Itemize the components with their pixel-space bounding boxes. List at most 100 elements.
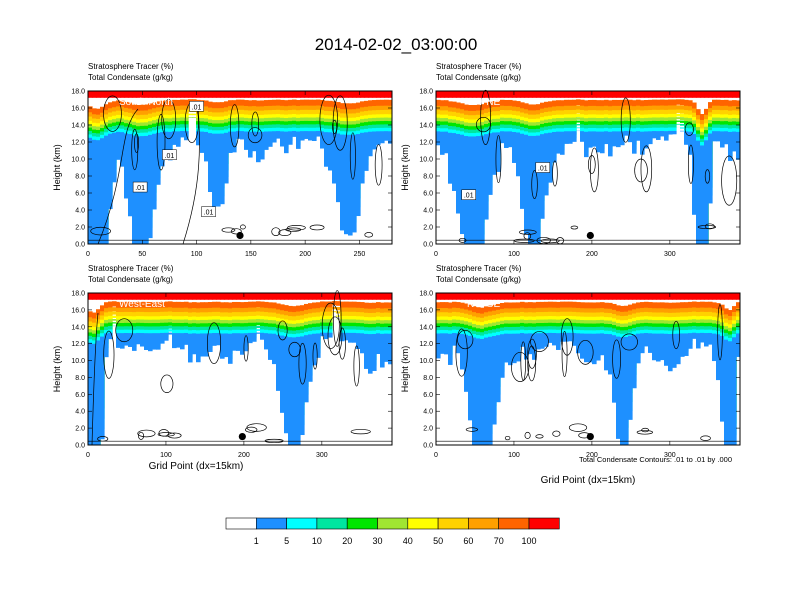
contour-cell: [353, 345, 360, 387]
contour-cell: [245, 426, 258, 433]
contour-cell: [230, 228, 242, 235]
panel-sw-ne: .01 .01 SW-NE Stratosphere Tracer (%) Total …: [400, 62, 741, 258]
x-tick-label: 200: [586, 251, 598, 258]
contour-cell: [697, 225, 717, 229]
x-tick-label: 0: [86, 452, 90, 459]
contour-cell: [590, 147, 599, 193]
contour-cell: [221, 227, 236, 233]
y-tick-label: 12.0: [71, 341, 85, 348]
contour-cell: [455, 328, 468, 377]
y-tick-label: 6.0: [423, 392, 433, 399]
contour-label: .01: [461, 189, 476, 200]
plot-frame: [87, 90, 393, 245]
contour-cell: [457, 329, 474, 350]
field-label-condensate: Total Condensate (g/kg): [88, 275, 173, 284]
contour-label-box: [461, 189, 476, 200]
plot-frame: [435, 90, 741, 245]
y-tick-label: 16.0: [419, 307, 433, 314]
colorbar-swatch: [468, 517, 499, 530]
contour-cell: [684, 122, 694, 136]
contour-cell: [475, 116, 491, 133]
contour-cell: [518, 229, 537, 235]
contour-label: .01: [189, 101, 204, 112]
field-label-tracer: Stratosphere Tracer (%): [436, 62, 522, 71]
contour-cell: [620, 97, 631, 143]
contour-label: .01: [162, 149, 177, 160]
contour-cell: [535, 434, 544, 439]
x-tick-label: 300: [316, 452, 328, 459]
colorbar-label: 1: [254, 536, 259, 546]
panel-label: South-North: [119, 97, 173, 108]
contour-cell: [332, 119, 338, 134]
contour-cell: [364, 232, 374, 238]
field-label-tracer: Stratosphere Tracer (%): [88, 62, 174, 71]
colorbar-label: 100: [521, 536, 536, 546]
panels: .01 .01 .01 .01 South-North Stratosphere Trac…: [52, 62, 741, 459]
contour-cell: [687, 144, 694, 184]
contour-cell: [640, 145, 653, 193]
contour-cell: [620, 333, 638, 351]
y-tick-label: 2.0: [75, 426, 85, 433]
y-tick-label: 2.0: [423, 426, 433, 433]
y-tick-label: 4.0: [75, 409, 85, 416]
contour-cell: [131, 128, 139, 171]
contour-line: [91, 312, 99, 446]
contour-cell: [552, 430, 561, 437]
contour-cell: [338, 327, 346, 360]
contour-cell: [568, 423, 588, 432]
contour-label-text: .01: [538, 166, 548, 173]
x-axis-title-left: Grid Point (dx=15km): [149, 461, 244, 472]
contour-cell: [530, 331, 549, 352]
contour-cell: [540, 238, 560, 244]
contour-cell: [137, 429, 156, 438]
contour-cell: [157, 432, 175, 437]
contour-cell: [570, 225, 579, 230]
colorbar-swatch: [377, 517, 409, 530]
contour-cell: [641, 427, 650, 433]
y-tick-label: 6.0: [75, 191, 85, 198]
contour-cell: [312, 342, 318, 370]
field-label-tracer: Stratosphere Tracer (%): [436, 264, 522, 273]
y-tick-label: 4.0: [75, 208, 85, 215]
contour-cell: [672, 320, 680, 350]
contour-label-text: .01: [135, 185, 145, 192]
contour-line: [97, 108, 139, 245]
x-tick-label: 100: [508, 452, 520, 459]
contour-label-text: .01: [464, 193, 474, 200]
contour-cell: [271, 227, 281, 236]
condensate-contours: [88, 94, 392, 245]
y-tick-label: 18.0: [419, 291, 433, 298]
contour-cell: [704, 169, 711, 184]
contour-cell: [527, 338, 537, 369]
contour-cell: [309, 224, 325, 231]
y-tick-label: 6.0: [75, 392, 85, 399]
colorbar-swatch: [346, 517, 378, 530]
contour-cell: [504, 435, 511, 441]
y-tick-label: 14.0: [71, 123, 85, 130]
contour-cell: [134, 133, 140, 153]
contour-cell: [577, 339, 594, 365]
x-tick-label: 0: [86, 251, 90, 258]
panel-west-east: West-East Stratosphere Tracer (%) Total Co…: [52, 264, 393, 459]
colorbar-label: 5: [284, 536, 289, 546]
contour-cell: [350, 429, 371, 435]
figure-title: 2014-02-02_03:00:00: [315, 35, 478, 54]
contour-cell: [511, 351, 530, 382]
contour-cell: [277, 320, 288, 341]
contour-cell: [251, 111, 260, 137]
y-axis-title: Height (km): [52, 346, 62, 393]
panel-label: NW-SE: [467, 299, 500, 310]
x-tick-label: 300: [664, 452, 676, 459]
y-tick-label: 4.0: [423, 409, 433, 416]
contour-cell: [288, 341, 301, 358]
contour-cell: [229, 104, 240, 148]
field-label-condensate: Total Condensate (g/kg): [436, 73, 521, 82]
x-axis-title-right: Grid Point (dx=15km): [541, 475, 636, 486]
tracer-field: [88, 91, 392, 244]
y-tick-label: 14.0: [419, 324, 433, 331]
x-tick-label: 0: [434, 452, 438, 459]
colorbar-label: 30: [372, 536, 382, 546]
y-tick-label: 10.0: [71, 358, 85, 365]
panel-south-north: .01 .01 .01 .01 South-North Stratosphere Trac…: [52, 62, 393, 258]
